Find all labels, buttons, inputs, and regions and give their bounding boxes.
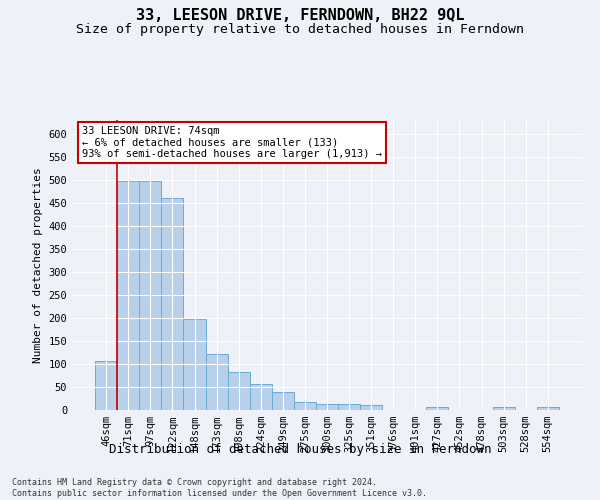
Text: Distribution of detached houses by size in Ferndown: Distribution of detached houses by size … — [109, 442, 491, 456]
Y-axis label: Number of detached properties: Number of detached properties — [33, 167, 43, 363]
Text: Size of property relative to detached houses in Ferndown: Size of property relative to detached ho… — [76, 22, 524, 36]
Bar — [95, 360, 117, 410]
Text: 33 LEESON DRIVE: 74sqm
← 6% of detached houses are smaller (133)
93% of semi-det: 33 LEESON DRIVE: 74sqm ← 6% of detached … — [82, 126, 382, 159]
Text: Contains HM Land Registry data © Crown copyright and database right 2024.
Contai: Contains HM Land Registry data © Crown c… — [12, 478, 427, 498]
Bar — [316, 404, 338, 410]
Bar — [206, 354, 227, 410]
Bar — [493, 407, 515, 410]
Bar — [139, 181, 161, 410]
Bar — [338, 404, 360, 410]
Bar — [117, 181, 139, 410]
Bar — [360, 406, 382, 410]
Bar — [272, 392, 294, 410]
Bar — [427, 407, 448, 410]
Bar — [537, 407, 559, 410]
Bar — [161, 198, 184, 410]
Bar — [250, 384, 272, 410]
Bar — [294, 402, 316, 410]
Bar — [227, 372, 250, 410]
Bar — [184, 320, 206, 410]
Text: 33, LEESON DRIVE, FERNDOWN, BH22 9QL: 33, LEESON DRIVE, FERNDOWN, BH22 9QL — [136, 8, 464, 22]
